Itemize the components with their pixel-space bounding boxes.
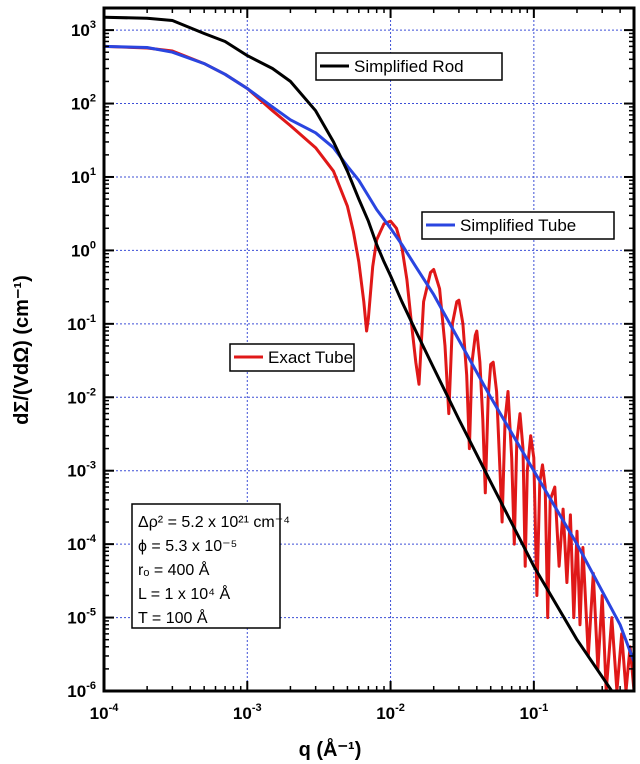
y-tick-label: 102 [71,93,96,114]
y-tick-base: 10 [71,241,90,260]
x-tick-exp: -1 [538,702,548,714]
y-tick-base: 10 [67,315,86,334]
y-tick-base: 10 [67,609,86,628]
legend-label-exact-tube: Exact Tube [268,348,353,367]
y-tick-label: 101 [71,166,96,187]
plot-area [104,15,634,691]
y-tick-exp: -2 [86,386,96,398]
y-axis-title: dΣ/(VdΩ) (cm⁻¹) [11,275,33,425]
y-tick-base: 10 [71,95,90,114]
series-line-exact-tube [104,44,634,691]
x-tick-base: 10 [519,704,538,723]
y-tick-exp: -5 [86,607,96,619]
param-length: L = 1 x 10⁴ Å [138,584,230,603]
y-tick-label: 10-3 [67,460,96,481]
y-tick-exp: -6 [86,680,96,692]
y-tick-exp: -1 [86,313,96,325]
x-tick-label: 10-4 [90,702,120,723]
y-tick-label: 10-4 [67,533,97,554]
parameter-box: Δρ² = 5.2 x 10²¹ cm⁻⁴ ϕ = 5.3 x 10⁻⁵ rₒ … [131,503,290,629]
param-r-outer: rₒ = 400 Å [138,560,210,579]
y-tick-label: 10-6 [67,680,96,701]
y-tick-exp: -4 [86,533,97,545]
series-line-simplified-rod [104,15,614,691]
param-phi: ϕ = 5.3 x 10⁻⁵ [138,538,237,555]
x-tick-label: 10-3 [233,702,262,723]
x-tick-exp: -2 [395,702,405,714]
legend-simplified-rod: Simplified Rod [315,52,503,81]
y-tick-label: 10-2 [67,386,96,407]
y-tick-base: 10 [71,168,90,187]
x-axis-title: q (Å⁻¹) [299,737,362,761]
y-tick-base: 10 [67,682,86,701]
y-tick-base: 10 [71,21,90,40]
series-lines [104,15,634,691]
y-tick-exp: 3 [90,19,96,31]
y-tick-label: 103 [71,19,96,40]
y-tick-label: 10-1 [67,313,96,334]
legend-simplified-tube: Simplified Tube [421,211,615,240]
y-tick-label: 10-5 [67,607,96,628]
series-line-simplified-tube [104,44,634,663]
y-tick-exp: 0 [90,239,96,251]
x-tick-exp: -3 [252,702,262,714]
y-tick-base: 10 [67,535,86,554]
x-tick-exp: -4 [109,702,120,714]
x-tick-base: 10 [233,704,252,723]
x-tick-base: 10 [376,704,395,723]
legend-exact-tube: Exact Tube [229,343,355,372]
x-tick-base: 10 [90,704,109,723]
y-tick-base: 10 [67,462,86,481]
tick-labels: 10-4 10-3 10-2 10-110310210110010-110-210-3… [67,19,548,723]
legend-label-simplified-tube: Simplified Tube [460,216,576,235]
param-thickness: T = 100 Å [138,608,208,627]
legend-label-simplified-rod: Simplified Rod [354,57,464,76]
x-tick-label: 10-2 [376,702,405,723]
y-tick-exp: -3 [86,460,96,472]
y-tick-base: 10 [67,388,86,407]
y-tick-label: 100 [71,239,96,260]
y-tick-exp: 1 [90,166,96,178]
param-delta-rho: Δρ² = 5.2 x 10²¹ cm⁻⁴ [138,514,290,531]
y-tick-exp: 2 [90,93,96,105]
x-tick-label: 10-1 [519,702,548,723]
axis-ticks [103,7,635,692]
